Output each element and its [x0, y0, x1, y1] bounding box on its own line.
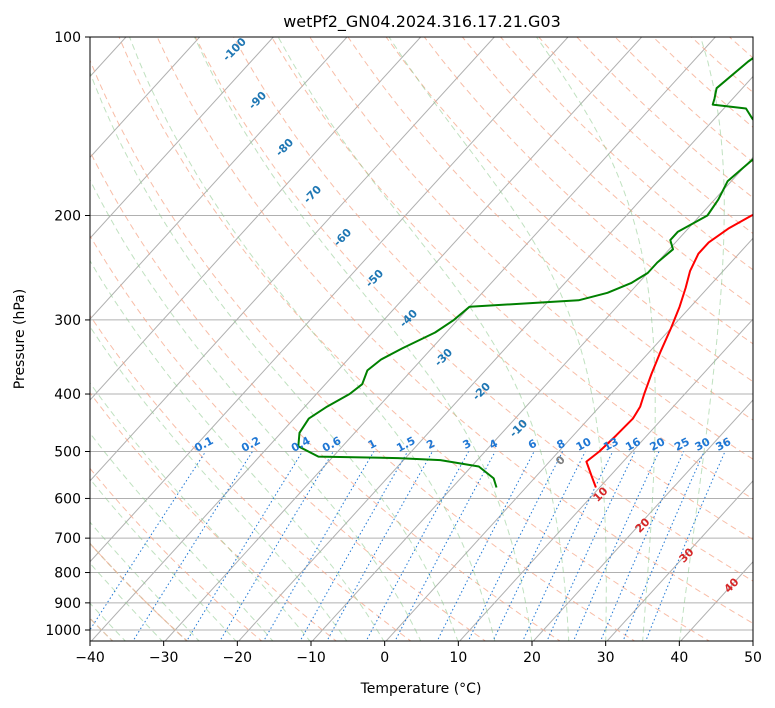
isotherm-line: [90, 37, 643, 641]
chart-title: wetPf2_GN04.2024.316.17.21.G03: [283, 12, 561, 32]
mixing-ratio-line: [394, 451, 496, 641]
moist-adiabat-line: [90, 382, 311, 641]
axis-ticks: −40 −30 −20 −10 0 10 20 30 40 50 100 200 300 400 500 60…: [45, 30, 762, 666]
x-tick-label: −20: [223, 650, 253, 666]
moist-adiabat-line: [536, 37, 656, 641]
y-tick-label: 400: [54, 387, 81, 403]
isotherm-line: [90, 37, 201, 159]
mixing-ratio-line: [326, 451, 433, 641]
y-tick-label: 100: [54, 30, 81, 46]
moist-adiabat-line: [90, 259, 385, 641]
background-grid: [90, 37, 753, 641]
mixing-ratio-label: 36: [714, 435, 734, 454]
y-tick-label: 1000: [45, 623, 81, 639]
x-tick-label: 50: [744, 650, 762, 666]
moist-adiabat-line: [90, 325, 348, 641]
x-tick-label: 10: [449, 650, 467, 666]
mixing-ratio-line: [186, 451, 303, 641]
y-tick-label: 500: [54, 444, 81, 460]
dry-adiabat-line: [90, 467, 263, 641]
isotherm-line: [459, 318, 753, 641]
mixing-ratio-label: 30: [693, 435, 713, 454]
dry-adiabat-line: [90, 59, 636, 641]
isotherm-line: [90, 37, 569, 563]
plot-frame: [89, 36, 754, 642]
mixing-ratio-line: [132, 451, 253, 641]
x-tick-label: 30: [597, 650, 615, 666]
mixing-ratio-line: [90, 451, 207, 631]
mixing-ratio-label: 16: [623, 435, 643, 454]
mixing-ratio-label: 10: [574, 435, 594, 454]
mixing-ratio-line: [600, 451, 685, 641]
y-axis-label: Pressure (hPa): [12, 289, 28, 389]
temperature-line: [585, 213, 753, 488]
y-tick-label: 900: [54, 596, 81, 612]
dry-adiabat-line: [118, 37, 711, 641]
isotherm-line: [385, 237, 753, 641]
x-tick-label: 20: [523, 650, 541, 666]
moist-adiabat-line: [277, 37, 570, 641]
dry-adiabat-line: [156, 37, 753, 624]
mixing-ratio-line: [645, 451, 726, 641]
mixing-ratio-line: [467, 451, 564, 641]
isotherm-line: [164, 37, 716, 641]
moist-adiabat-line: [90, 70, 459, 641]
y-tick-label: 300: [54, 313, 81, 329]
mixing-ratio-label: 25: [672, 435, 692, 454]
x-axis-label: Temperature (°C): [360, 681, 482, 697]
y-tick-label: 700: [54, 531, 81, 547]
mixing-ratio-line: [492, 451, 586, 641]
dry-adiabat-line: [309, 37, 753, 460]
dry-adiabat-line: [271, 37, 753, 500]
moist-adiabat-line: [129, 37, 496, 641]
x-tick-label: −40: [75, 650, 105, 666]
isotherm-line: [606, 480, 753, 641]
isotherm-line: [90, 37, 348, 320]
mixing-ratio-line: [622, 451, 705, 641]
profile-lines: [297, 56, 753, 488]
isotherm-line: [238, 75, 753, 641]
isotherm-line: [532, 399, 753, 641]
mixing-ratio-line: [572, 451, 660, 641]
x-tick-label: 0: [380, 650, 389, 666]
x-tick-label: −10: [296, 650, 326, 666]
moist-adiabat-line: [194, 37, 533, 641]
x-tick-label: 40: [670, 650, 688, 666]
mixing-ratio-label: 20: [648, 435, 668, 454]
isotherm-line: [90, 37, 274, 239]
moist-adiabat-line: [90, 178, 422, 641]
y-tick-label: 200: [54, 209, 81, 225]
dry-adiabat-line: [90, 234, 487, 641]
y-tick-label: 800: [54, 566, 81, 582]
dewpoint-line: [297, 56, 753, 488]
moist-adiabat-line: [388, 37, 607, 641]
dry-adiabat-line: [233, 37, 753, 541]
moist-adiabat-line: [678, 37, 725, 641]
dry-adiabat-line: [347, 37, 753, 421]
dry-adiabat-line: [194, 37, 753, 582]
mixing-ratio-line: [365, 451, 470, 641]
isotherm-line: [90, 37, 495, 482]
x-tick-label: −30: [149, 650, 179, 666]
mixing-ratio-line: [219, 451, 334, 641]
y-tick-label: 600: [54, 491, 81, 507]
dry-adiabat-line: [90, 150, 561, 641]
isotherm-line: [90, 37, 422, 401]
dry-adiabat-line: [90, 542, 188, 641]
mixing-ratio-label: 13: [601, 435, 621, 454]
